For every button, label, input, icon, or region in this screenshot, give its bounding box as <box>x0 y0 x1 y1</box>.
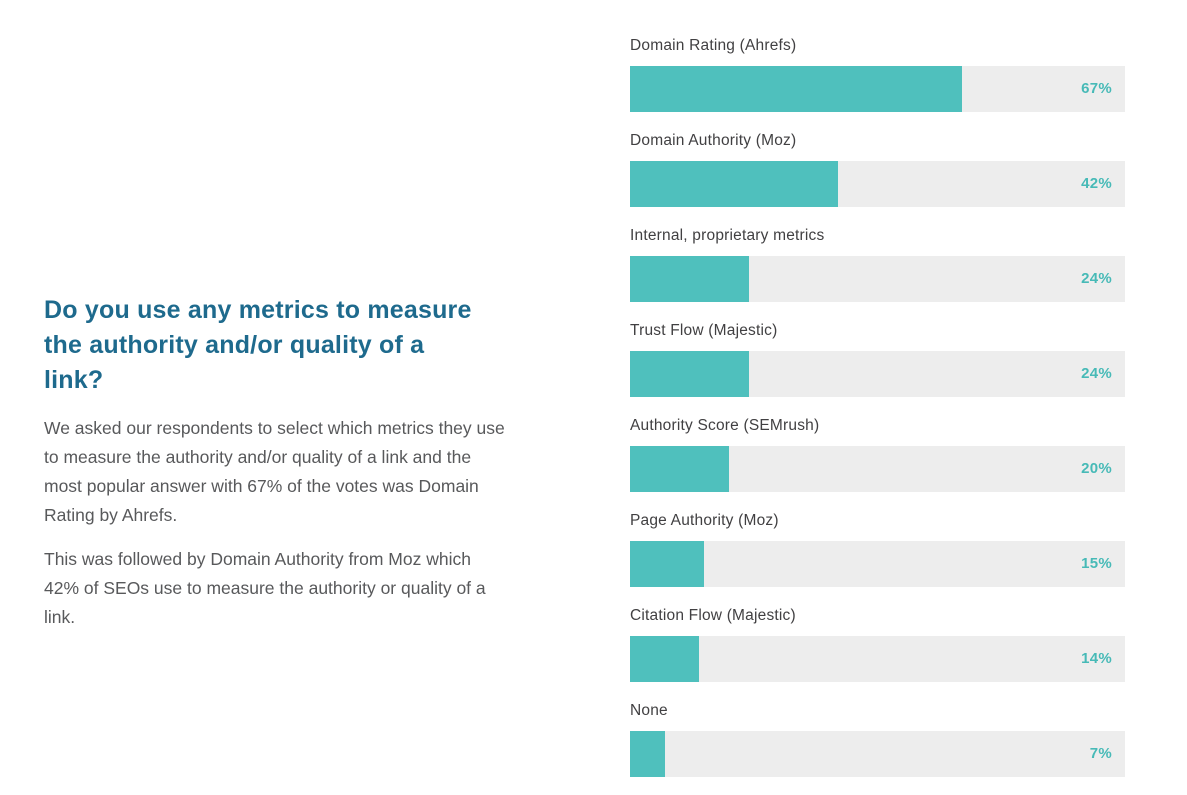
bar-category-label: Authority Score (SEMrush) <box>630 417 820 434</box>
bar-value-label: 24% <box>1081 365 1112 382</box>
bar-track: 24% <box>630 256 1125 302</box>
bar-track: 7% <box>630 731 1125 777</box>
survey-text-panel: Do you use any metrics to measure the au… <box>44 293 554 647</box>
bar-track: 42% <box>630 161 1125 207</box>
bar-category-label: Page Authority (Moz) <box>630 512 779 529</box>
bar-fill <box>630 446 729 492</box>
bar-value-label: 24% <box>1081 270 1112 287</box>
bar-fill <box>630 731 665 777</box>
body-paragraph-1: We asked our respondents to select which… <box>44 418 505 525</box>
bar-fill <box>630 66 962 112</box>
bar-category-label: Trust Flow (Majestic) <box>630 322 778 339</box>
bar-track: 24% <box>630 351 1125 397</box>
chart-row: Authority Score (SEMrush) 20% <box>630 416 1125 492</box>
bar-fill <box>630 256 749 302</box>
chart-row: Citation Flow (Majestic) 14% <box>630 606 1125 682</box>
bar-fill <box>630 351 749 397</box>
question-heading: Do you use any metrics to measure the au… <box>44 296 472 394</box>
bar-value-label: 42% <box>1081 175 1112 192</box>
bar-category-label: None <box>630 702 668 719</box>
bar-track: 20% <box>630 446 1125 492</box>
bar-value-label: 67% <box>1081 80 1112 97</box>
bar-track: 67% <box>630 66 1125 112</box>
bar-fill <box>630 161 838 207</box>
metrics-bar-chart: Domain Rating (Ahrefs) 67% Domain Author… <box>630 36 1125 795</box>
bar-fill <box>630 541 705 587</box>
bar-track: 15% <box>630 541 1125 587</box>
bar-category-label: Domain Rating (Ahrefs) <box>630 37 797 54</box>
chart-row: Internal, proprietary metrics 24% <box>630 226 1125 302</box>
bar-fill <box>630 636 700 682</box>
bar-value-label: 14% <box>1081 650 1112 667</box>
bar-value-label: 7% <box>1089 745 1112 762</box>
bar-category-label: Internal, proprietary metrics <box>630 227 825 244</box>
chart-row: Trust Flow (Majestic) 24% <box>630 321 1125 397</box>
chart-row: Domain Authority (Moz) 42% <box>630 131 1125 207</box>
chart-row: Domain Rating (Ahrefs) 67% <box>630 36 1125 112</box>
bar-value-label: 20% <box>1081 460 1112 477</box>
body-paragraph-2: This was followed by Domain Authority fr… <box>44 549 486 627</box>
bar-category-label: Domain Authority (Moz) <box>630 132 797 149</box>
bar-track: 14% <box>630 636 1125 682</box>
chart-row: None 7% <box>630 701 1125 777</box>
bar-value-label: 15% <box>1081 555 1112 572</box>
chart-row: Page Authority (Moz) 15% <box>630 511 1125 587</box>
bar-category-label: Citation Flow (Majestic) <box>630 607 796 624</box>
